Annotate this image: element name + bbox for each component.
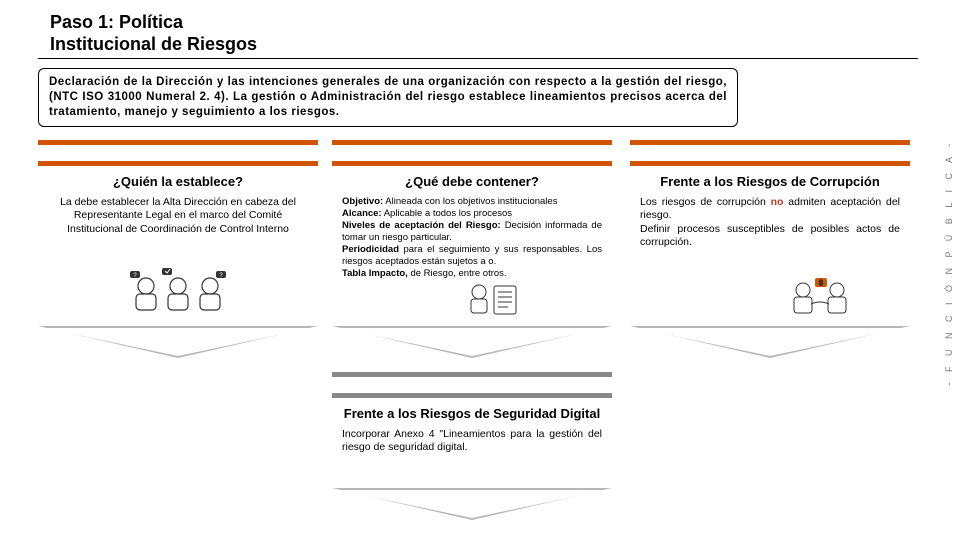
- panel-heading: ¿Quién la establece?: [48, 174, 308, 190]
- panel-heading: Frente a los Riesgos de Corrupción: [640, 174, 900, 190]
- deal-illustration: $: [785, 276, 855, 322]
- line1: Los riesgos de corrupción no admiten ace…: [640, 196, 900, 222]
- panel-tag: [38, 140, 318, 166]
- panel-body: Frente a los Riesgos de Seguridad Digita…: [332, 398, 612, 488]
- svg-text:$: $: [819, 280, 823, 287]
- panel-body: ¿Quién la establece? La debe establecer …: [38, 166, 318, 326]
- declaration-box: Declaración de la Dirección y las intenc…: [38, 68, 738, 127]
- panel-tag: [332, 140, 612, 166]
- panel-seguridad: Frente a los Riesgos de Seguridad Digita…: [332, 372, 612, 548]
- page-title: Paso 1: Política Institucional de Riesgo…: [50, 12, 257, 55]
- panel-text: Incorporar Anexo 4 "Lineamientos para la…: [342, 428, 602, 454]
- panel-tag: [630, 140, 910, 166]
- panel-text: La debe establecer la Alta Dirección en …: [48, 196, 308, 235]
- people-illustration: ? ?: [118, 268, 238, 322]
- panel-corrupcion: Frente a los Riesgos de Corrupción Los r…: [630, 140, 910, 386]
- row-periodicidad: Periodicidad para el seguimiento y sus r…: [342, 244, 602, 268]
- row-alcance: Alcance: Aplicable a todos los procesos: [342, 208, 602, 220]
- vertical-brand-label: - F U N C I Ó N P Ú B L I C A -: [944, 140, 954, 386]
- panel-arrow-inner: [338, 328, 606, 356]
- panel-arrow-inner: [636, 328, 904, 356]
- panel-arrow-inner: [44, 328, 312, 356]
- panel-heading: Frente a los Riesgos de Seguridad Digita…: [342, 406, 602, 422]
- row-objetivo: Objetivo: Alineada con los objetivos ins…: [342, 196, 602, 208]
- panel-tag: [332, 372, 612, 398]
- panel-body: Frente a los Riesgos de Corrupción Los r…: [630, 166, 910, 326]
- document-illustration: [464, 280, 524, 322]
- panel-contener: ¿Qué debe contener? Objetivo: Alineada c…: [332, 140, 612, 386]
- title-line2: Institucional de Riesgos: [50, 34, 257, 56]
- panel-quien: ¿Quién la establece? La debe establecer …: [38, 140, 318, 386]
- line2: Definir procesos susceptibles de posible…: [640, 223, 900, 249]
- row-tabla: Tabla Impacto, de Riesgo, entre otros.: [342, 268, 602, 280]
- panel-arrow-inner: [338, 490, 606, 518]
- panel-heading: ¿Qué debe contener?: [342, 174, 602, 190]
- panel-body: ¿Qué debe contener? Objetivo: Alineada c…: [332, 166, 612, 326]
- title-line1: Paso 1: Política: [50, 12, 257, 34]
- row-niveles: Niveles de aceptación del Riesgo: Decisi…: [342, 220, 602, 244]
- title-rule: [38, 58, 918, 59]
